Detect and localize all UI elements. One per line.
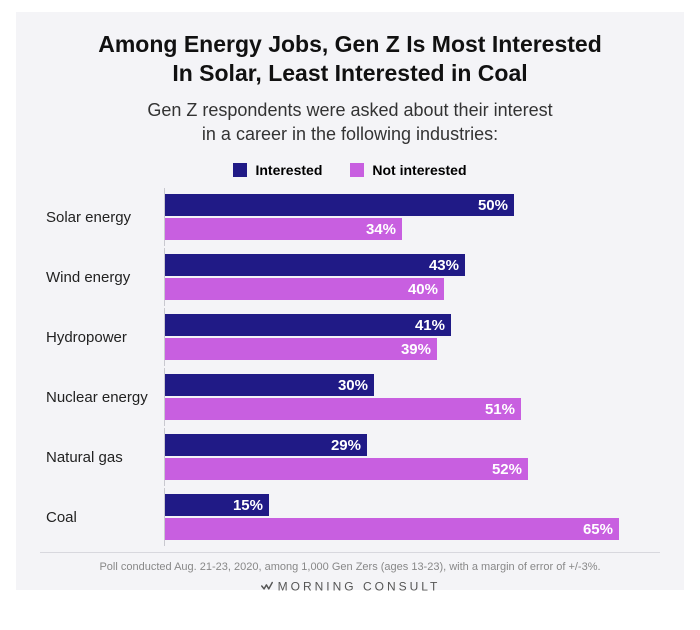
axis-line	[164, 248, 165, 306]
legend-swatch-not-interested	[350, 163, 364, 177]
legend-item-interested: Interested	[233, 162, 322, 178]
chart-row: Natural gas 29% 52%	[46, 432, 654, 482]
bar-value: 43%	[429, 257, 459, 274]
bar-value: 15%	[233, 497, 263, 514]
bar-interested: 41%	[164, 314, 451, 336]
chart-card: Among Energy Jobs, Gen Z Is Most Interes…	[16, 12, 684, 590]
category-label: Nuclear energy	[46, 389, 164, 406]
chart-title: Among Energy Jobs, Gen Z Is Most Interes…	[40, 30, 660, 88]
chart-row: Solar energy 50% 34%	[46, 192, 654, 242]
bar-value: 30%	[338, 377, 368, 394]
bar-not-interested: 52%	[164, 458, 528, 480]
bar-group: 29% 52%	[164, 432, 654, 482]
bar-value: 40%	[408, 281, 438, 298]
subtitle-line-2: in a career in the following industries:	[202, 124, 498, 144]
chart-row: Nuclear energy 30% 51%	[46, 372, 654, 422]
bar-group: 15% 65%	[164, 492, 654, 542]
bar-not-interested: 65%	[164, 518, 619, 540]
bar-not-interested: 51%	[164, 398, 521, 420]
bar-value: 50%	[478, 197, 508, 214]
title-line-2: In Solar, Least Interested in Coal	[172, 60, 527, 86]
chart-row: Coal 15% 65%	[46, 492, 654, 542]
footnote: Poll conducted Aug. 21-23, 2020, among 1…	[40, 552, 660, 573]
axis-line	[164, 488, 165, 546]
bar-interested: 43%	[164, 254, 465, 276]
legend: Interested Not interested	[40, 162, 660, 178]
bar-not-interested: 39%	[164, 338, 437, 360]
bar-interested: 15%	[164, 494, 269, 516]
bar-group: 30% 51%	[164, 372, 654, 422]
axis-line	[164, 308, 165, 366]
bar-group: 43%40%	[164, 252, 654, 302]
bar-value: 52%	[492, 461, 522, 478]
bar-value: 29%	[331, 437, 361, 454]
subtitle-line-1: Gen Z respondents were asked about their…	[147, 100, 552, 120]
axis-line	[164, 188, 165, 246]
bar-interested: 30%	[164, 374, 374, 396]
bar-value: 41%	[415, 317, 445, 334]
chart-subtitle: Gen Z respondents were asked about their…	[40, 98, 660, 147]
category-label: Solar energy	[46, 209, 164, 226]
legend-item-not-interested: Not interested	[350, 162, 466, 178]
bar-value: 51%	[485, 401, 515, 418]
category-label: Hydropower	[46, 329, 164, 346]
bar-chart: Solar energy50%34%Wind energy43%40%Hydro…	[40, 192, 660, 542]
category-label: Wind energy	[46, 269, 164, 286]
bar-group: 50% 34%	[164, 192, 654, 242]
brand-label: MORNING CONSULT	[278, 580, 441, 594]
legend-label-interested: Interested	[255, 162, 322, 178]
title-line-1: Among Energy Jobs, Gen Z Is Most Interes…	[98, 31, 602, 57]
bar-value: 39%	[401, 341, 431, 358]
brand-check-icon	[260, 579, 274, 596]
axis-line	[164, 428, 165, 486]
bar-interested: 50%	[164, 194, 514, 216]
category-label: Natural gas	[46, 449, 164, 466]
brand: MORNING CONSULT	[40, 579, 660, 596]
bar-not-interested: 40%	[164, 278, 444, 300]
bar-not-interested: 34%	[164, 218, 402, 240]
legend-label-not-interested: Not interested	[372, 162, 466, 178]
legend-swatch-interested	[233, 163, 247, 177]
chart-row: Hydropower41%39%	[46, 312, 654, 362]
bar-group: 41%39%	[164, 312, 654, 362]
axis-line	[164, 368, 165, 426]
bar-interested: 29%	[164, 434, 367, 456]
chart-row: Wind energy43%40%	[46, 252, 654, 302]
category-label: Coal	[46, 509, 164, 526]
bar-value: 65%	[583, 521, 613, 538]
bar-value: 34%	[366, 221, 396, 238]
